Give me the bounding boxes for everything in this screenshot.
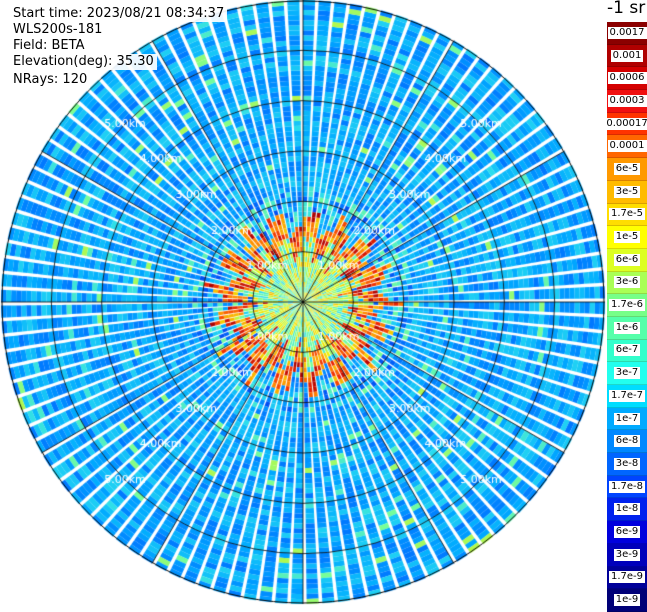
- colorbar-level-label: 6e-6: [613, 253, 641, 266]
- field-label: Field: BETA: [10, 38, 88, 54]
- colorbar-level-label: 1.7e-6: [608, 299, 646, 312]
- colorbar-level-label: 0.0001: [607, 140, 647, 153]
- colorbar-level: 1.7e-7: [607, 385, 647, 408]
- colorbar-level-label: 1.7e-5: [608, 208, 646, 221]
- colorbar-level-label: 6e-9: [613, 525, 641, 538]
- nrays-label: NRays: 120: [10, 72, 91, 88]
- colorbar-level-label: 3e-8: [613, 457, 641, 470]
- colorbar-level-label: 1.7e-9: [608, 571, 646, 584]
- colorbar-level-label: 6e-7: [613, 344, 641, 357]
- colorbar-level-label: 6e-5: [613, 162, 641, 175]
- colorbar-level: 1.7e-5: [607, 203, 647, 227]
- colorbar-level-label: 1.7e-8: [608, 480, 646, 493]
- colorbar-level-label: 3e-7: [613, 367, 641, 380]
- colorbar-unit-label: -1 sr: [607, 0, 646, 18]
- colorbar-level: 6e-9: [607, 521, 647, 544]
- colorbar-level: 1e-9: [607, 589, 647, 612]
- colorbar-level-label: 1e-7: [613, 412, 641, 425]
- colorbar-level-label: 1e-9: [613, 594, 641, 607]
- colorbar-level: 1e-7: [607, 407, 647, 431]
- colorbar-level: 1e-8: [607, 498, 647, 522]
- colorbar-level-label: 1e-6: [613, 321, 641, 334]
- colorbar-level-label: 0.00017: [604, 117, 647, 130]
- colorbar-level: 3e-8: [607, 453, 647, 476]
- colorbar-level: 0.0003: [607, 90, 647, 113]
- colorbar-level: 3e-7: [607, 362, 647, 385]
- colorbar-level: 6e-8: [607, 430, 647, 454]
- colorbar: 0.0017 0.001 0.0006 0.0003 0.00017 0.0001 6e-5…: [604, 22, 647, 612]
- colorbar-level-label: 0.0017: [607, 26, 647, 39]
- colorbar-level-label: 0.0006: [607, 72, 647, 85]
- colorbar-level-label: 3e-9: [613, 548, 641, 561]
- colorbar-level: 1e-6: [607, 316, 647, 340]
- colorbar-level: 1e-5: [607, 226, 647, 249]
- colorbar-level: 1.7e-9: [607, 566, 647, 590]
- colorbar-level: 6e-6: [607, 248, 647, 272]
- colorbar-level: 3e-5: [607, 180, 647, 204]
- colorbar-level: 6e-7: [607, 339, 647, 363]
- colorbar-level-label: 1e-8: [613, 503, 641, 516]
- colorbar-level: 0.001: [607, 44, 647, 68]
- colorbar-level-label: 1.7e-7: [608, 389, 646, 402]
- colorbar-level: 0.00017: [604, 112, 647, 136]
- colorbar-level: 0.0017: [607, 22, 647, 45]
- ppi-plot: [0, 0, 607, 607]
- elevation-label: Elevation(deg): 35.30: [10, 54, 157, 70]
- colorbar-level: 1.7e-6: [607, 294, 647, 317]
- colorbar-level-label: 0.001: [610, 49, 644, 62]
- colorbar-level: 0.0006: [607, 67, 647, 91]
- colorbar-level-label: 6e-8: [613, 435, 641, 448]
- start-time-label: Start time: 2023/08/21 08:34:37: [10, 6, 228, 22]
- colorbar-level: 1.7e-8: [607, 475, 647, 499]
- colorbar-level-label: 1e-5: [613, 231, 641, 244]
- colorbar-level: 0.0001: [607, 135, 647, 159]
- instrument-label: WLS200s-181: [10, 22, 106, 38]
- colorbar-level-label: 3e-6: [613, 276, 641, 289]
- colorbar-level-label: 0.0003: [607, 94, 647, 107]
- colorbar-level: 6e-5: [607, 158, 647, 181]
- colorbar-level: 3e-9: [607, 543, 647, 567]
- colorbar-level: 3e-6: [607, 271, 647, 295]
- colorbar-level-label: 3e-5: [613, 185, 641, 198]
